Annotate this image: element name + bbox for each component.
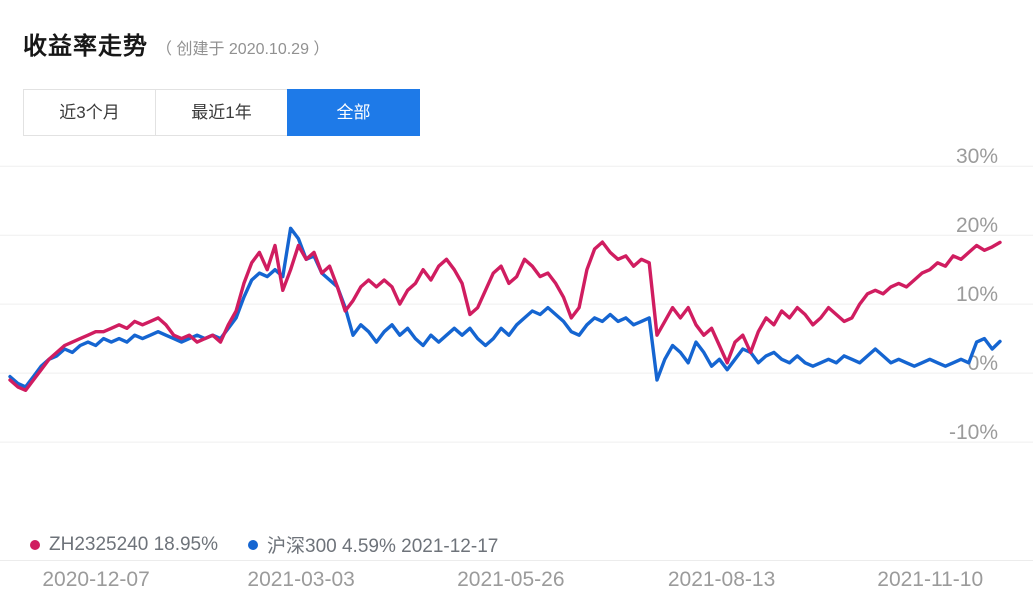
x-axis-label: 2021-11-10	[877, 568, 984, 591]
benchmark-series-dot	[248, 539, 259, 550]
x-axis: 2020-12-07 2021-03-03 2021-05-26 2021-08…	[0, 560, 1033, 599]
created-date-subtitle: （ 创建于 2020.10.29 ）	[156, 41, 330, 58]
y-axis-label: -10%	[949, 421, 998, 444]
header: 收益率走势 （ 创建于 2020.10.29 ）	[23, 26, 329, 61]
x-axis-label: 2020-12-07	[42, 568, 150, 591]
x-axis-label: 2021-08-13	[667, 568, 776, 591]
legend-item-benchmark: 沪深300 4.59% 2021-12-17	[248, 531, 498, 558]
legend-item-portfolio: ZH2325240 18.95%	[30, 534, 218, 556]
tab-last-1-year[interactable]: 最近1年	[155, 89, 288, 136]
x-axis-label: 2021-03-03	[247, 568, 355, 591]
date-range-tabs: 近3个月 最近1年 全部	[23, 89, 420, 136]
portfolio-series-label: ZH2325240 18.95%	[49, 533, 219, 555]
yield-line-chart: 30% 20% 10% 0% -10% ZH2325240 18.95% 沪深300 4…	[0, 140, 1033, 599]
y-axis-label: 20%	[956, 214, 998, 237]
chart-legend: ZH2325240 18.95% 沪深300 4.59% 2021-12-17	[30, 531, 498, 558]
x-axis-label: 2021-05-26	[457, 568, 565, 591]
chart-canvas[interactable]: 30% 20% 10% 0% -10%	[0, 140, 1033, 560]
tab-all[interactable]: 全部	[287, 89, 420, 136]
benchmark-line	[8, 226, 1002, 389]
y-axis-label: 10%	[956, 283, 998, 306]
y-axis-label: 30%	[956, 145, 998, 168]
tab-last-3-months[interactable]: 近3个月	[23, 89, 156, 136]
page-title: 收益率走势	[23, 33, 148, 60]
portfolio-series-dot	[30, 539, 40, 550]
benchmark-series-label: 沪深300 4.59% 2021-12-17	[267, 536, 499, 557]
portfolio-line	[8, 240, 1002, 393]
y-axis-label: 0%	[968, 352, 998, 375]
